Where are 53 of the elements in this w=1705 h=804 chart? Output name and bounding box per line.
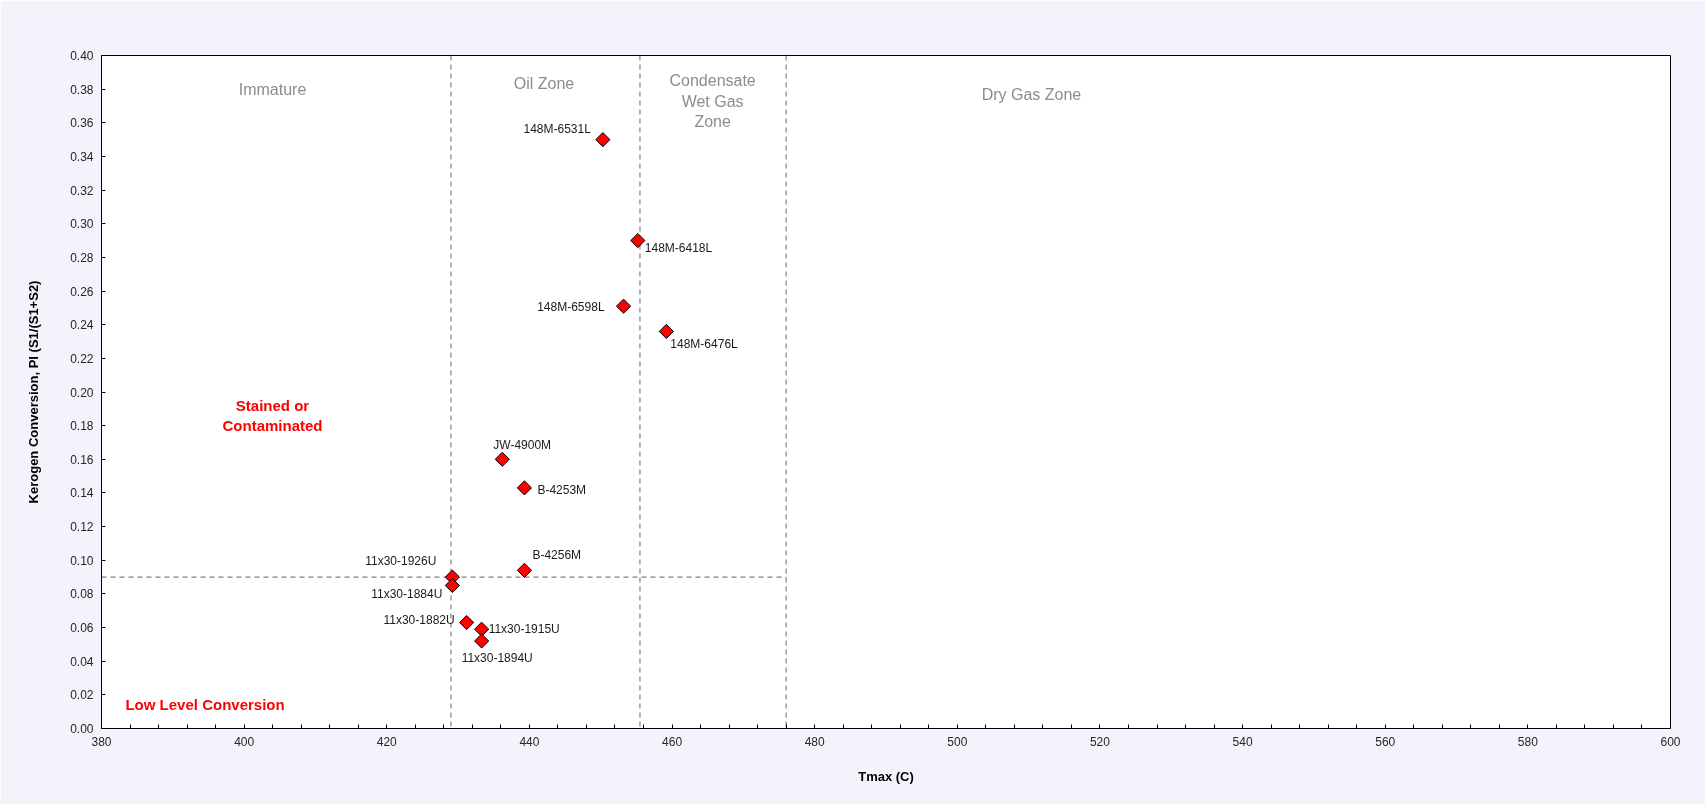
annotation: Immature (238, 80, 307, 98)
x-tick-label: 500 (947, 734, 968, 749)
y-tick-label: 0.32 (70, 183, 94, 198)
y-tick-label: 0.20 (70, 385, 94, 400)
y-tick-label: 0.28 (70, 250, 94, 265)
y-axis-title: Kerogen Conversion, PI (S1/(S1+S2) (26, 280, 42, 504)
x-tick-label: 420 (376, 734, 398, 749)
x-tick-label: 440 (519, 734, 540, 749)
x-axis-title: Tmax (C) (858, 768, 914, 784)
annotation: 11x30-1884U (371, 587, 443, 602)
x-tick-label: 400 (234, 734, 255, 749)
x-tick-label: 460 (662, 734, 683, 749)
x-tick-label: 540 (1232, 734, 1253, 749)
annotation: JW-4900M (493, 438, 552, 453)
y-tick-label: 0.40 (70, 49, 94, 63)
annotation: 11x30-1882U (383, 612, 455, 627)
y-tick-label: 0.26 (70, 284, 94, 299)
annotation: B-4253M (537, 482, 587, 497)
y-tick-label: 0.06 (70, 621, 94, 636)
annotation: Low Level Conversion (125, 696, 285, 714)
y-tick-label: 0.22 (70, 351, 94, 366)
y-tick-label: 0.12 (70, 520, 94, 535)
x-tick-label: 580 (1517, 734, 1539, 749)
annotation: Condensate Wet Gas Zone (669, 72, 756, 131)
x-tick-label: 480 (804, 734, 826, 749)
annotation: Oil Zone (513, 75, 575, 93)
y-tick-label: 0.14 (70, 486, 94, 501)
y-tick-label: 0.04 (70, 654, 94, 669)
annotation: 148M-6418L (644, 240, 713, 255)
x-tick-label: 380 (91, 734, 112, 749)
annotation: 11x30-1915U (488, 622, 560, 637)
y-tick-label: 0.38 (70, 82, 94, 97)
annotation: B-4256M (532, 548, 582, 563)
y-tick-label: 0.24 (70, 318, 94, 333)
annotation: Stained or Contaminated (222, 396, 323, 435)
y-tick-label: 0.00 (70, 722, 94, 736)
y-tick-label: 0.30 (70, 217, 94, 232)
annotation: 148M-6598L (537, 300, 605, 315)
y-tick-label: 0.10 (70, 553, 94, 568)
annotation: 11x30-1926U (365, 554, 437, 569)
annotation: 11x30-1894U (461, 651, 533, 666)
x-tick-label: 600 (1660, 734, 1681, 749)
y-tick-label: 0.02 (70, 688, 94, 703)
y-tick-label: 0.36 (70, 116, 94, 131)
x-tick-label: 520 (1089, 734, 1111, 749)
annotation: 148M-6476L (670, 337, 739, 352)
annotation: Dry Gas Zone (981, 86, 1082, 104)
y-tick-label: 0.16 (70, 452, 94, 467)
y-tick-label: 0.08 (70, 587, 94, 602)
x-tick-label: 560 (1375, 734, 1396, 749)
annotation: 148M-6531L (523, 121, 592, 136)
y-tick-label: 0.34 (70, 149, 94, 164)
y-tick-label: 0.18 (70, 419, 94, 434)
